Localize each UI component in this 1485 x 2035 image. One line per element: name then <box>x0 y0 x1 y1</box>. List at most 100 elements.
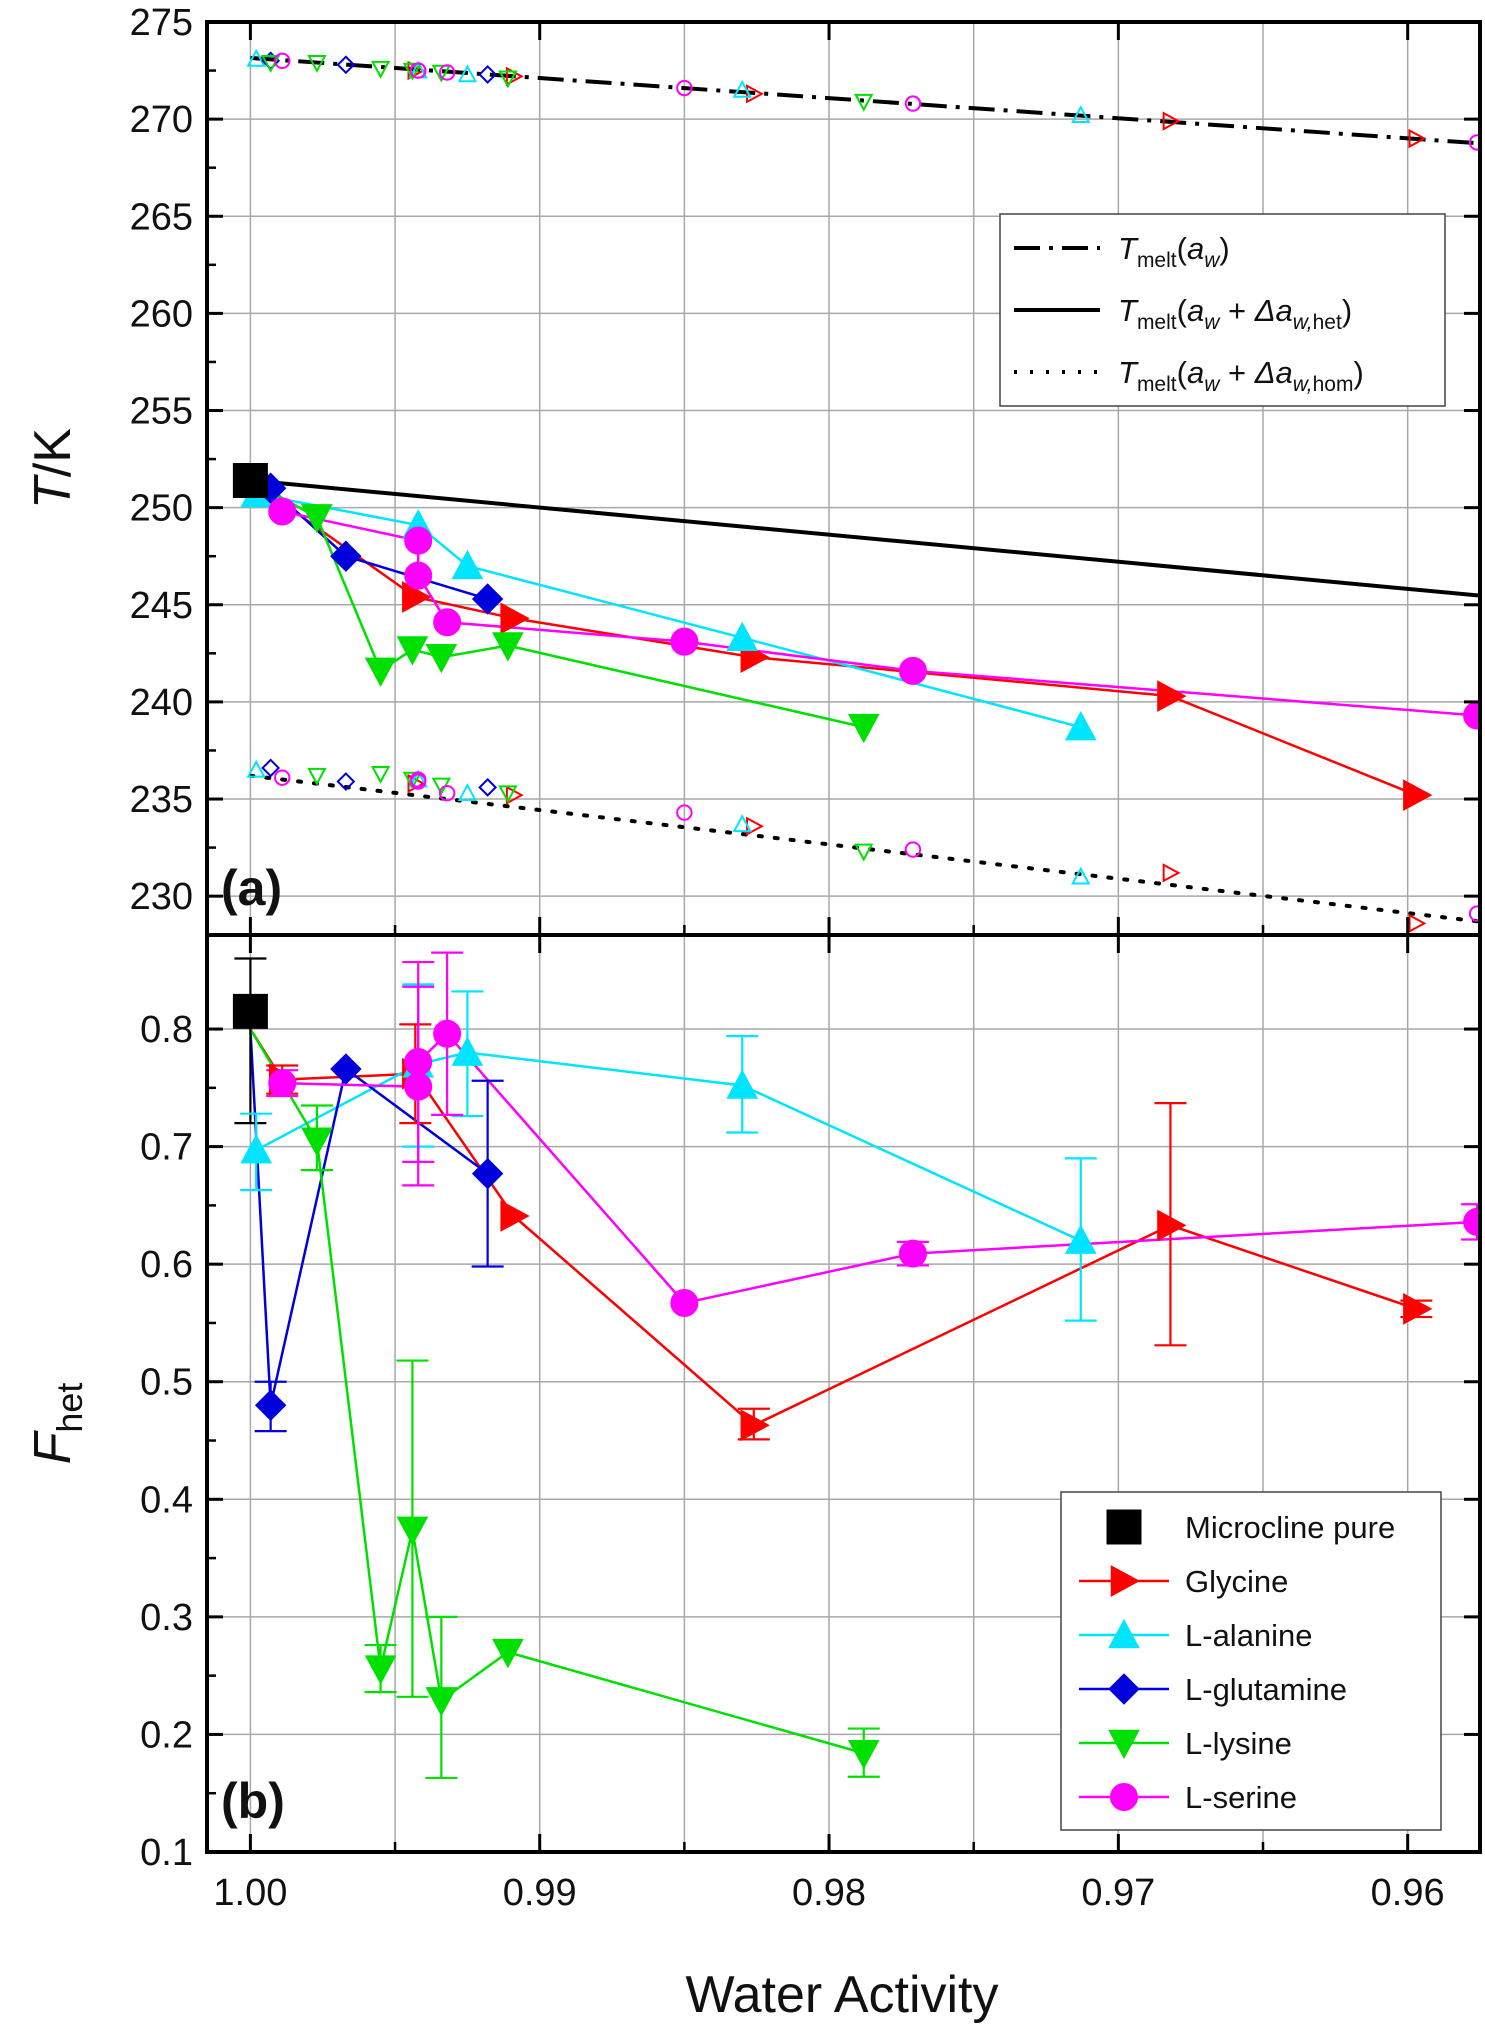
y-tick-label: 0.3 <box>140 1597 193 1639</box>
series-line-lysine <box>249 479 865 729</box>
legend-b-label-alanine: L-alanine <box>1185 1618 1313 1653</box>
legend-b-label-lysine: L-lysine <box>1185 1726 1292 1761</box>
y-ticks-b: 0.1 0.2 0.3 0.4 0.5 0.6 0.7 0.8 <box>140 935 1480 1874</box>
y-tick-label: 245 <box>130 585 193 627</box>
data-point-serine <box>404 561 433 590</box>
legend-b-marker-serine <box>1110 1783 1138 1811</box>
melt-marker-serine <box>274 52 291 70</box>
y-tick-label: 0.2 <box>140 1714 193 1756</box>
data-point-serine <box>670 627 699 656</box>
data-point-glutamine <box>471 1157 504 1190</box>
data-point-alanine <box>1064 1224 1097 1254</box>
series-line-serine <box>249 479 1478 717</box>
melt-marker-serine <box>904 95 922 112</box>
plot-frame-a <box>205 20 1482 937</box>
legend-b-label-glycine: Glycine <box>1185 1564 1288 1599</box>
panel-label-b: (b) <box>221 1773 285 1829</box>
legend-a-label-part: T <box>1118 231 1139 266</box>
melt-marker-alanine <box>732 79 752 98</box>
hom-marker-lysine <box>307 767 327 786</box>
hom-marker-alanine <box>246 759 266 778</box>
data-point-glycine <box>500 1200 530 1232</box>
data-point-lysine <box>396 1516 429 1546</box>
panel-label-a: (a) <box>221 860 282 916</box>
legend-a-label-part: T <box>1118 355 1139 390</box>
y-tick-label: 250 <box>130 488 193 530</box>
y-tick-label: 0.5 <box>140 1362 193 1404</box>
melt-marker-serine <box>1468 134 1480 151</box>
legend-b-label-serine: L-serine <box>1185 1780 1297 1815</box>
x-tick-label: 1.00 <box>213 1872 287 1914</box>
data-point-serine <box>404 1047 433 1076</box>
melt-marker-lysine <box>854 93 874 112</box>
data-point-glycine <box>500 602 530 635</box>
legend-a-label: Tmelt(aw + Δaw,hom) <box>1118 355 1364 396</box>
legend-a-label-part: melt <box>1137 249 1177 272</box>
y-axis-title-a: T/K <box>24 428 82 509</box>
legend-a-label-part: w, <box>1293 311 1313 334</box>
y-tick-label: 0.7 <box>140 1127 193 1169</box>
hom-marker-alanine <box>732 814 752 833</box>
curve-het <box>250 478 1480 598</box>
melt-marker-alanine <box>246 48 266 67</box>
legend-b-marker-glutamine <box>1108 1673 1140 1705</box>
melt-marker-serine <box>676 79 693 97</box>
data-point-lysine <box>425 1687 458 1717</box>
legend-a-label-part: hom <box>1313 373 1354 396</box>
melt-marker-serine <box>410 62 427 79</box>
legend-a-label-part: Δa <box>1254 355 1293 390</box>
data-point-microcline <box>232 462 268 498</box>
x-tick-labels: 1.00 0.99 0.98 0.97 0.96 <box>213 1872 1444 1914</box>
x-tick-label: 0.98 <box>792 1872 866 1914</box>
legend-a-label-part: a <box>1187 293 1204 328</box>
plot-area-a <box>232 48 1480 934</box>
melt-marker-lysine <box>370 60 391 79</box>
data-point-glycine <box>1403 1293 1433 1325</box>
melt-marker-lysine <box>431 64 452 83</box>
data-point-serine <box>268 1069 297 1098</box>
y-axis-title-b-sub: het <box>49 1383 90 1433</box>
melt-marker-alanine <box>457 64 478 83</box>
legend-a-label-part: ( <box>1177 231 1188 266</box>
legend-a-label-part: het <box>1313 311 1342 334</box>
data-point-glycine <box>1403 779 1433 811</box>
hom-marker-serine <box>410 773 427 790</box>
y-axis-title-a-rest: /K <box>24 428 82 477</box>
hom-marker-glutamine <box>478 777 498 797</box>
legend-b-label-glutamine: L-glutamine <box>1185 1672 1347 1707</box>
x-tick-label: 0.97 <box>1081 1872 1155 1914</box>
data-point-glycine <box>740 1409 770 1442</box>
legend-a-label-part: + <box>1219 355 1254 390</box>
y-tick-label: 265 <box>130 196 193 238</box>
data-point-serine <box>268 497 297 526</box>
y-tick-label: 0.4 <box>140 1479 193 1521</box>
legend-a-label-part: w <box>1204 311 1221 334</box>
curve-hom <box>248 773 1480 924</box>
data-point-serine <box>404 1072 433 1101</box>
legend-a-label-part: w, <box>1293 373 1313 396</box>
y-tick-label: 260 <box>130 293 193 335</box>
hom-marker-lysine <box>498 785 518 804</box>
data-point-serine <box>898 656 927 685</box>
y-tick-label: 240 <box>130 682 193 724</box>
x-tick-label: 0.96 <box>1371 1872 1445 1914</box>
legend-a-label-part: melt <box>1137 311 1177 334</box>
legend-b: Microcline pure Glycine L-alanine L-glutami… <box>1060 1491 1442 1831</box>
data-point-serine <box>433 1019 462 1048</box>
legend-b-box <box>1060 1491 1442 1831</box>
data-point-alanine <box>451 1036 484 1066</box>
panel-a: 230235240245250255260265270275(a)T/KTmel… <box>24 2 1482 937</box>
data-point-alanine <box>726 1069 759 1099</box>
legend-a-label-part: ) <box>1353 355 1363 390</box>
panel-b: 0.1 0.2 0.3 0.4 0.5 0.6 0.7 0.8 (b) Fhet Microclin… <box>24 933 1482 1874</box>
legend-a-label: Tmelt(aw + Δaw,het) <box>1118 293 1352 334</box>
legend-a-label-part: ( <box>1177 355 1188 390</box>
hom-marker-glycine <box>1162 863 1181 883</box>
y-axis-title-a-main: T <box>24 474 82 509</box>
data-point-glutamine <box>254 1389 287 1421</box>
data-point-alanine <box>451 549 484 580</box>
melt-marker-glycine <box>1162 111 1181 131</box>
melt-marker-glutamine <box>478 65 498 84</box>
hom-marker-serine <box>274 769 291 786</box>
data-point-serine <box>433 608 462 637</box>
